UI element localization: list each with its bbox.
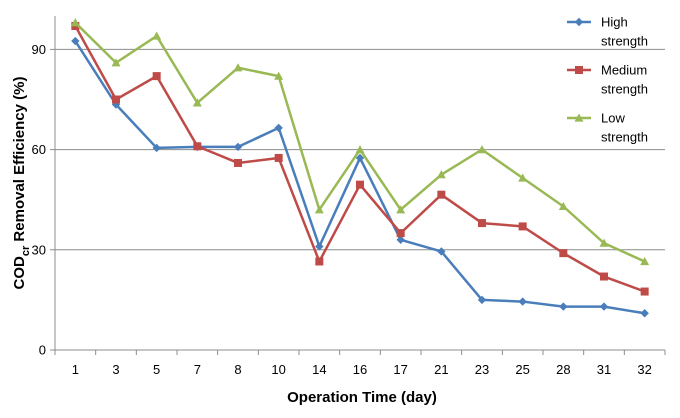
x-tick-label: 17 <box>393 362 407 377</box>
data-point <box>396 229 405 238</box>
data-point <box>640 309 649 318</box>
data-point <box>436 170 446 179</box>
y-axis-title-rest: Removal Efficiency (%) <box>11 77 28 246</box>
data-point <box>437 247 446 256</box>
x-tick-label: 5 <box>153 362 160 377</box>
y-tick-label: 30 <box>32 242 46 257</box>
x-tick-label: 10 <box>271 362 285 377</box>
legend-label: strength <box>601 34 648 49</box>
data-point <box>559 302 568 311</box>
y-tick-labels: 0 30 60 90 <box>32 42 46 358</box>
data-point <box>234 158 242 167</box>
x-tick-labels: 1 3 5 7 8 10 14 16 17 21 23 25 28 31 32 <box>72 362 652 377</box>
legend-label: strength <box>601 130 648 145</box>
data-point <box>396 235 405 244</box>
x-tick-label: 25 <box>515 362 529 377</box>
legend-swatch-marker <box>574 17 584 27</box>
x-tick-label: 21 <box>434 362 448 377</box>
data-point <box>111 100 121 109</box>
data-point <box>192 98 202 107</box>
data-point <box>518 173 528 182</box>
data-point <box>315 242 324 251</box>
data-point <box>315 257 324 266</box>
data-point <box>477 295 487 305</box>
x-tick-label: 8 <box>234 362 241 377</box>
data-point <box>355 145 365 154</box>
x-tick-label: 16 <box>353 362 367 377</box>
y-axis-title: CODcr Removal Efficiency (%) <box>11 77 32 290</box>
legend-label: Medium <box>601 63 647 78</box>
data-point <box>193 142 202 151</box>
data-point <box>112 95 120 104</box>
y-tick-label: 60 <box>32 142 46 157</box>
data-point <box>518 222 527 231</box>
x-axis-title: Operation Time (day) <box>287 389 437 406</box>
data-point <box>599 238 609 247</box>
data-point <box>437 190 446 199</box>
x-tick-label: 32 <box>637 362 651 377</box>
x-tick-label: 3 <box>112 362 119 377</box>
series-line <box>74 21 646 263</box>
data-point <box>599 302 609 311</box>
data-point <box>396 205 406 214</box>
data-point <box>111 58 121 67</box>
x-tick-label: 28 <box>556 362 570 377</box>
data-point <box>640 256 650 266</box>
data-point <box>478 219 486 228</box>
legend-label: High <box>601 15 628 30</box>
data-point <box>152 31 162 40</box>
y-axis-title-sub: cr <box>20 245 32 256</box>
data-point <box>600 272 608 281</box>
legend-label: Low <box>601 111 625 126</box>
data-point <box>640 287 649 296</box>
x-tick-label: 31 <box>597 362 611 377</box>
series-group <box>70 18 650 318</box>
data-point <box>518 297 527 306</box>
data-point <box>152 72 161 81</box>
data-point <box>314 205 324 214</box>
legend-swatch-marker <box>575 66 583 74</box>
axes <box>50 16 666 355</box>
y-axis-title-main: COD <box>11 256 28 290</box>
y-tick-label: 0 <box>39 343 46 358</box>
legend-label: strength <box>601 82 648 97</box>
legend-swatch-marker <box>574 113 584 122</box>
y-tick-label: 90 <box>32 42 46 57</box>
data-point <box>274 123 283 133</box>
data-point <box>274 153 283 162</box>
x-tick-label: 14 <box>312 362 326 377</box>
x-tick-label: 7 <box>194 362 201 377</box>
data-point <box>70 18 80 27</box>
data-point <box>356 180 364 189</box>
x-tick-label: 23 <box>475 362 489 377</box>
data-point <box>274 71 284 80</box>
data-point <box>477 145 487 154</box>
data-point <box>152 143 161 153</box>
data-point <box>355 153 365 163</box>
data-point <box>558 201 568 210</box>
data-point <box>71 36 80 46</box>
data-point <box>233 142 243 152</box>
data-point <box>233 63 243 72</box>
x-tick-label: 1 <box>72 362 79 377</box>
data-point <box>559 249 568 258</box>
legend: High strength Medium strength Low strength <box>567 15 648 145</box>
